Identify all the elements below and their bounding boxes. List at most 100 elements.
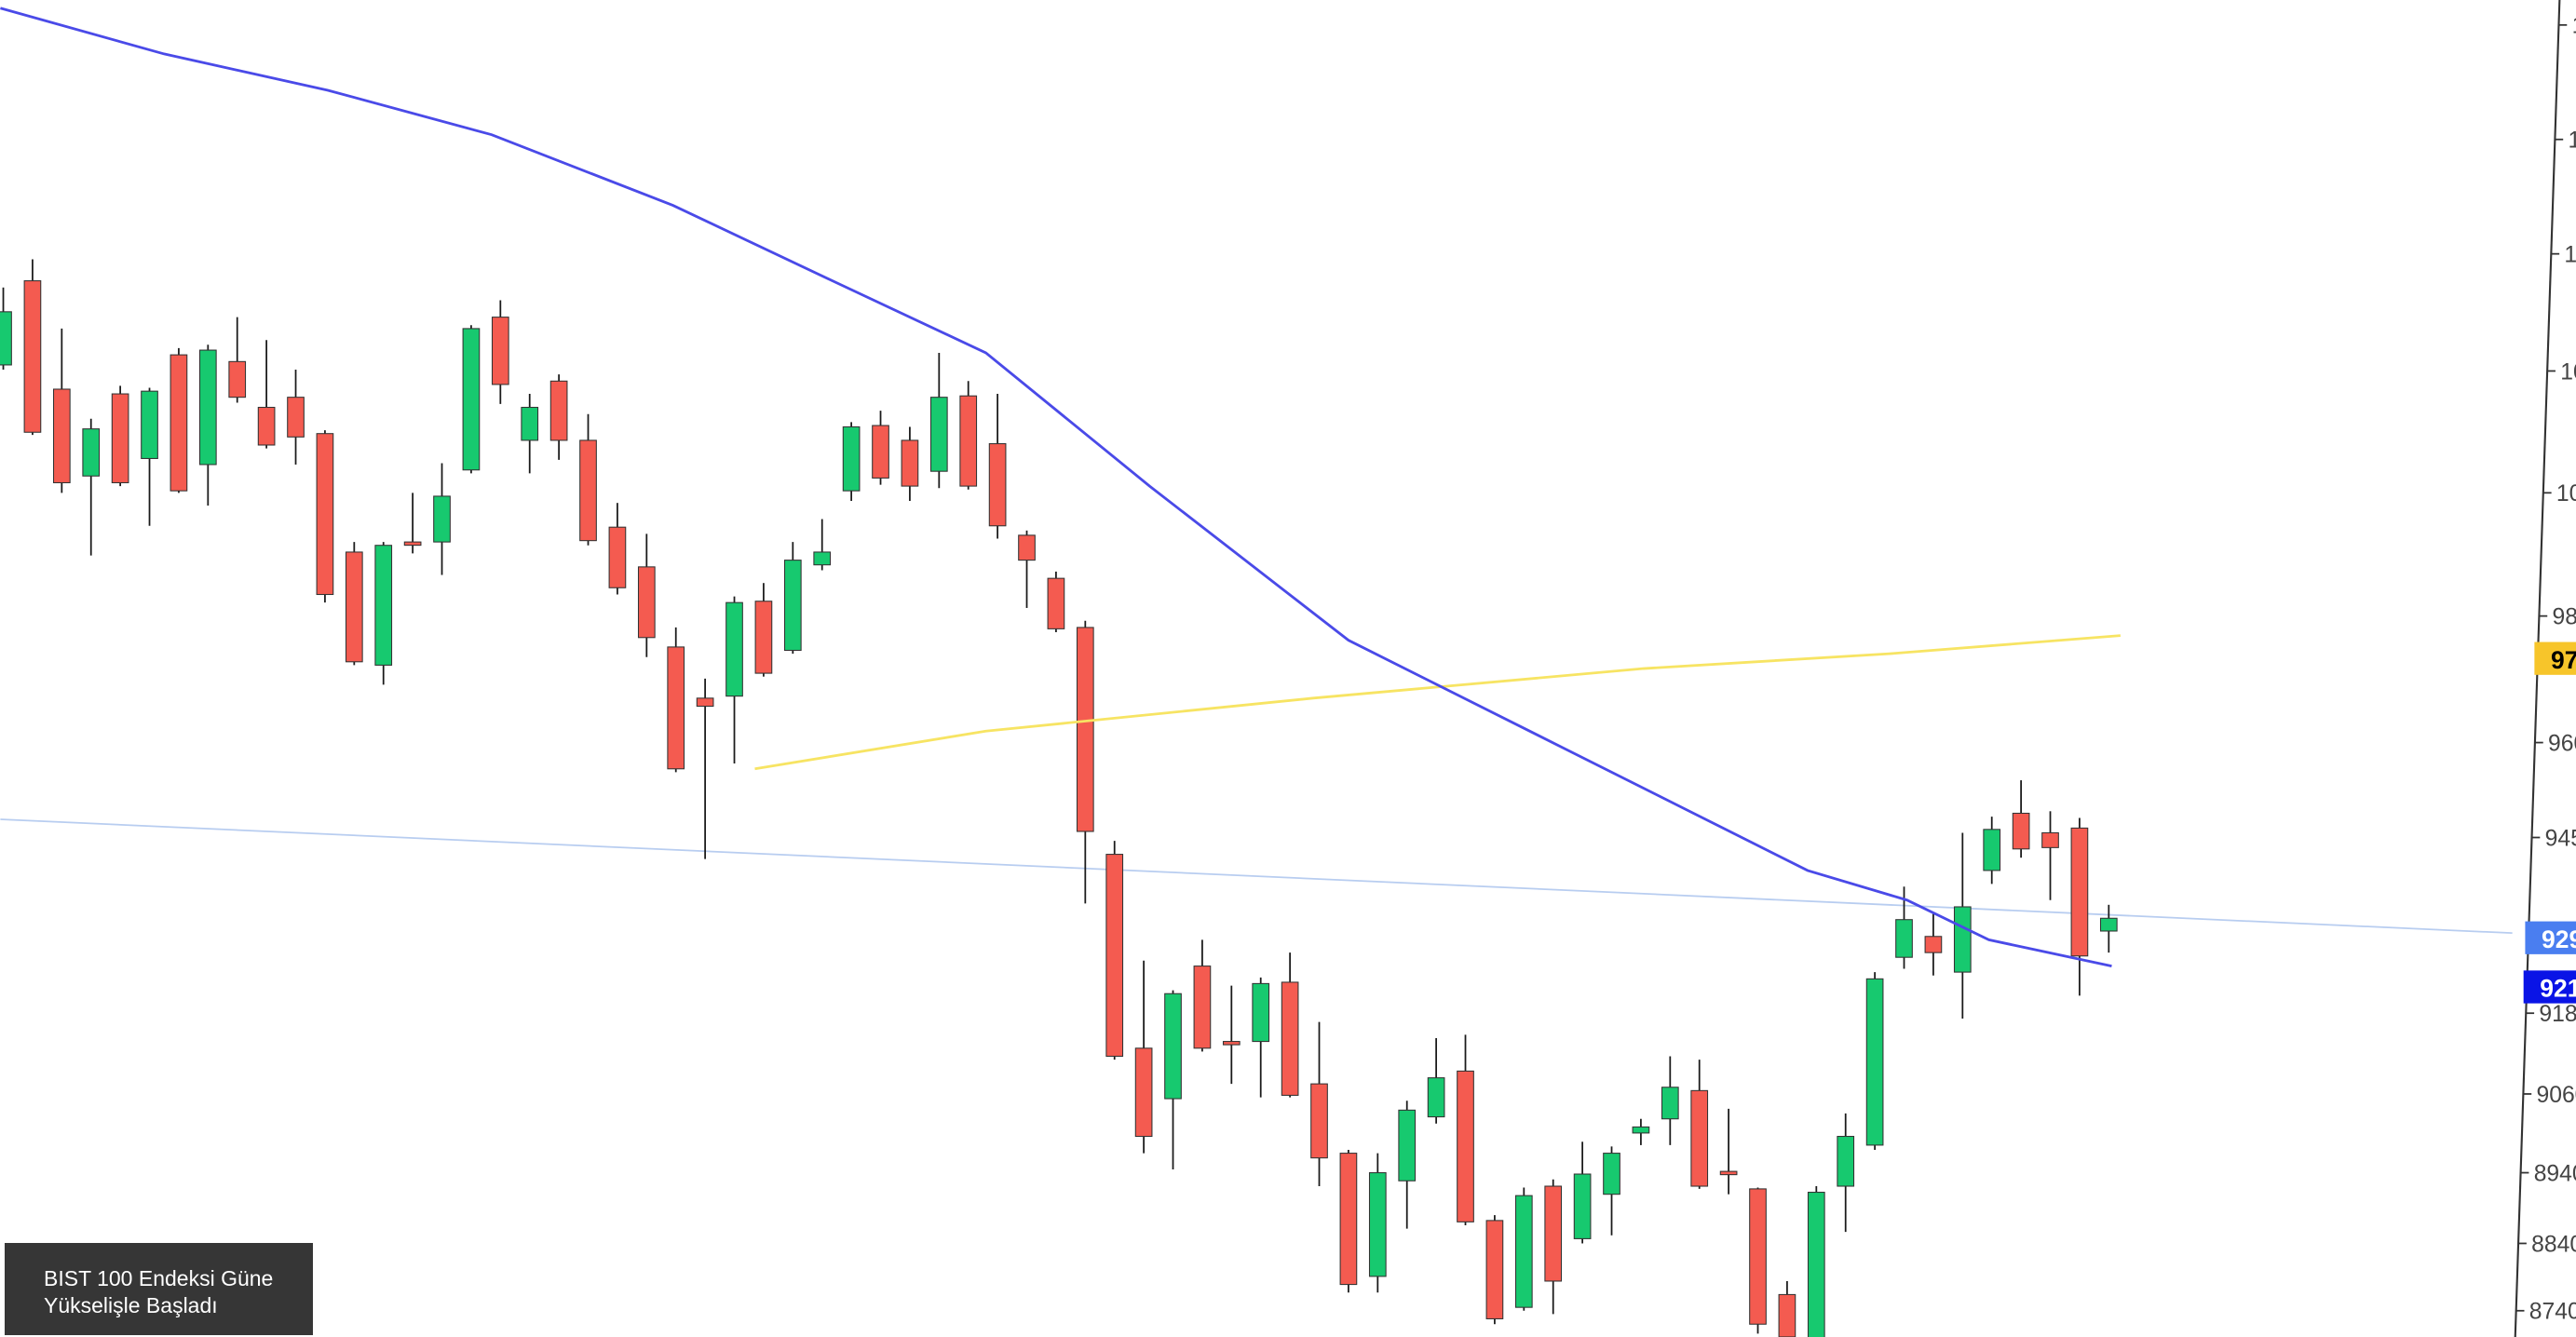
candle-body bbox=[549, 380, 568, 441]
candle-body bbox=[696, 697, 714, 708]
candle bbox=[1661, 1056, 1679, 1145]
candle-body bbox=[579, 439, 597, 542]
candle bbox=[1076, 620, 1094, 904]
candle-body bbox=[287, 397, 305, 438]
candle-body bbox=[1895, 919, 1913, 958]
candle-body bbox=[2041, 831, 2059, 848]
candle-body bbox=[1953, 906, 1972, 973]
candle-body bbox=[1398, 1109, 1417, 1182]
candle-body bbox=[1164, 993, 1182, 1100]
y-tick-label: 10 bbox=[2560, 359, 2576, 385]
candle-body bbox=[1485, 1220, 1504, 1319]
candle bbox=[433, 463, 451, 575]
candle bbox=[872, 411, 889, 485]
candle bbox=[1222, 985, 1241, 1085]
candle-body bbox=[959, 395, 978, 487]
candle bbox=[1457, 1034, 1474, 1225]
candle-body bbox=[1573, 1173, 1592, 1239]
candle-body bbox=[1807, 1191, 1825, 1337]
candle bbox=[1807, 1186, 1825, 1337]
candle-body bbox=[1603, 1153, 1620, 1195]
candle bbox=[1427, 1037, 1445, 1124]
candle-body bbox=[82, 428, 101, 477]
candle-body bbox=[608, 526, 627, 588]
candle-body bbox=[1924, 936, 1943, 953]
candle-body bbox=[1778, 1293, 1796, 1337]
candle bbox=[345, 542, 363, 666]
candle bbox=[1778, 1280, 1796, 1337]
candle bbox=[1105, 841, 1124, 1060]
candle bbox=[257, 340, 276, 449]
candle-body bbox=[141, 390, 158, 459]
y-tick-label: 1 bbox=[2572, 14, 2576, 39]
candle-body bbox=[1105, 854, 1124, 1058]
candle-body bbox=[929, 397, 948, 472]
candle bbox=[1632, 1118, 1650, 1145]
candle bbox=[1368, 1153, 1387, 1293]
candle-body bbox=[1222, 1041, 1241, 1046]
y-tick-label: 1 bbox=[2564, 242, 2576, 267]
candle bbox=[403, 493, 422, 554]
candle-body bbox=[725, 601, 743, 697]
caption-line-1: BIST 100 Endeksi Güne bbox=[44, 1266, 274, 1290]
candle bbox=[1193, 939, 1212, 1052]
candle bbox=[754, 583, 773, 677]
candle bbox=[637, 533, 656, 657]
candle-body bbox=[1632, 1126, 1650, 1134]
candle-body bbox=[1457, 1070, 1474, 1222]
candle bbox=[1339, 1149, 1358, 1293]
candle-body bbox=[1690, 1089, 1709, 1187]
candle bbox=[988, 394, 1007, 539]
candle bbox=[842, 422, 861, 502]
candle bbox=[1018, 530, 1036, 608]
caption-line-2: Yükselişle Başladı bbox=[44, 1293, 218, 1317]
y-tick-label: 8740 bbox=[2529, 1300, 2576, 1325]
candle-body bbox=[1368, 1172, 1387, 1277]
moving-average-slow-line bbox=[754, 634, 2121, 771]
candle-body bbox=[0, 311, 12, 366]
y-tick-label: 1 bbox=[2569, 128, 2576, 154]
price-tag bbox=[2525, 921, 2576, 954]
price-axis: 1 1 1 10 10 98 960 945 918 9060 8940 8840 8740 97 929 9… bbox=[2514, 0, 2576, 1337]
price-tag-label: 97 bbox=[2551, 646, 2576, 674]
candle bbox=[462, 325, 481, 474]
candle-body bbox=[2012, 812, 2030, 850]
candle-body bbox=[1661, 1087, 1679, 1120]
candle-body bbox=[228, 360, 247, 398]
candle-body bbox=[1339, 1153, 1358, 1286]
candles-layer bbox=[0, 259, 2118, 1337]
candle bbox=[287, 370, 305, 465]
candle bbox=[667, 627, 685, 773]
candle bbox=[2099, 904, 2118, 953]
candle bbox=[1398, 1101, 1417, 1229]
candle-body bbox=[637, 566, 656, 639]
candle-body bbox=[521, 406, 539, 441]
candle bbox=[929, 352, 948, 489]
candle bbox=[1310, 1021, 1328, 1187]
candle bbox=[1690, 1060, 1709, 1189]
candle-body bbox=[1514, 1195, 1533, 1308]
candle-body bbox=[1134, 1047, 1153, 1138]
candle-body bbox=[1018, 534, 1036, 561]
candle-body bbox=[111, 393, 129, 484]
candle-body bbox=[1427, 1077, 1445, 1118]
y-tick-label: 8840 bbox=[2531, 1232, 2576, 1257]
candle bbox=[1252, 977, 1270, 1098]
candle-body bbox=[1837, 1135, 1855, 1187]
candle-body bbox=[1544, 1185, 1563, 1282]
candle bbox=[374, 542, 393, 685]
candle bbox=[1134, 960, 1153, 1154]
candle bbox=[2012, 780, 2030, 858]
candle bbox=[23, 259, 42, 436]
moving-averages-layer bbox=[0, 7, 2121, 967]
candle-body bbox=[257, 406, 276, 446]
news-caption[interactable]: BIST 100 Endeksi Güne Yükselişle Başladı bbox=[5, 1243, 313, 1335]
candle bbox=[1485, 1215, 1504, 1325]
candle-body bbox=[1252, 982, 1270, 1043]
y-tick-label: 98 bbox=[2553, 604, 2576, 629]
candle bbox=[1837, 1113, 1855, 1233]
y-tick-label: 9060 bbox=[2537, 1083, 2576, 1108]
candle-body bbox=[667, 646, 685, 770]
candle bbox=[198, 344, 217, 506]
candle bbox=[1603, 1146, 1620, 1236]
